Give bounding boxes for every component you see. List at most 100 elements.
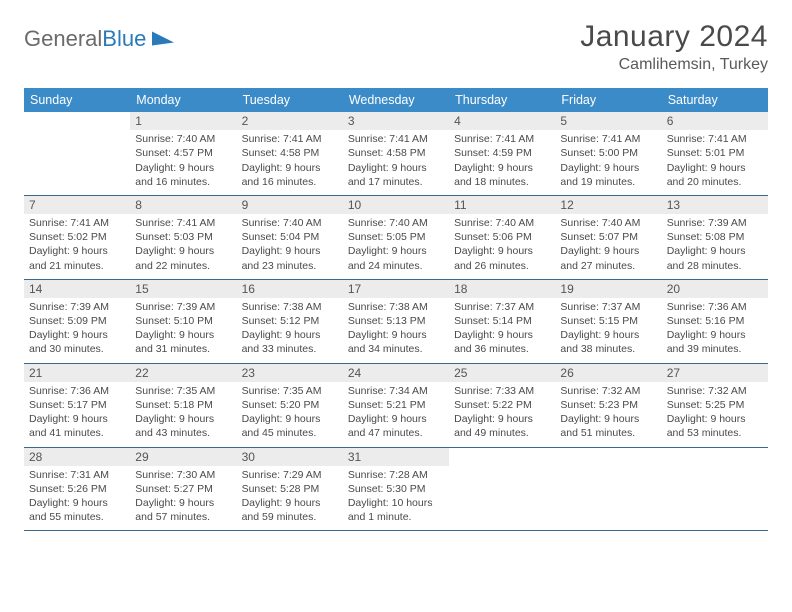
weekday-header-row: SundayMondayTuesdayWednesdayThursdayFrid…: [24, 88, 768, 112]
day-detail-line: Sunset: 4:58 PM: [348, 146, 444, 160]
day-details: Sunrise: 7:32 AMSunset: 5:23 PMDaylight:…: [560, 384, 656, 441]
day-detail-line: Daylight: 9 hours and 17 minutes.: [348, 161, 444, 189]
day-number: 20: [662, 280, 768, 298]
calendar-day: 3Sunrise: 7:41 AMSunset: 4:58 PMDaylight…: [343, 112, 449, 195]
calendar-day: 8Sunrise: 7:41 AMSunset: 5:03 PMDaylight…: [130, 196, 236, 279]
day-number: 11: [449, 196, 555, 214]
day-details: Sunrise: 7:38 AMSunset: 5:13 PMDaylight:…: [348, 300, 444, 357]
calendar-day: 16 Sunrise: 7:38 AMSunset: 5:12 PMDayligh…: [237, 280, 343, 363]
day-number: 24: [343, 364, 449, 382]
day-detail-line: Sunrise: 7:38 AM: [242, 300, 338, 314]
day-number: 26: [555, 364, 661, 382]
day-number: 13: [662, 196, 768, 214]
day-detail-line: Sunset: 5:27 PM: [135, 482, 231, 496]
day-detail-line: Daylight: 9 hours and 41 minutes.: [29, 412, 125, 440]
day-details: Sunrise: 7:38 AMSunset: 5:12 PMDaylight:…: [242, 300, 338, 357]
day-number: 18: [449, 280, 555, 298]
day-details: Sunrise: 7:36 AMSunset: 5:16 PMDaylight:…: [667, 300, 763, 357]
title-block: January 2024 Camlihemsin, Turkey: [580, 20, 768, 74]
day-detail-line: Sunset: 5:23 PM: [560, 398, 656, 412]
calendar-day: [24, 112, 130, 195]
calendar-day: 20 Sunrise: 7:36 AMSunset: 5:16 PMDayligh…: [662, 280, 768, 363]
calendar-day: 4 Sunrise: 7:41 AMSunset: 4:59 PMDaylight…: [449, 112, 555, 195]
day-details: Sunrise: 7:37 AMSunset: 5:14 PMDaylight:…: [454, 300, 550, 357]
day-detail-line: Sunrise: 7:41 AM: [454, 132, 550, 146]
day-detail-line: Daylight: 9 hours and 27 minutes.: [560, 244, 656, 272]
calendar-day: 19Sunrise: 7:37 AMSunset: 5:15 PMDayligh…: [555, 280, 661, 363]
calendar: SundayMondayTuesdayWednesdayThursdayFrid…: [24, 88, 768, 531]
day-number: 9: [237, 196, 343, 214]
day-number: 28: [24, 448, 130, 466]
day-detail-line: Daylight: 9 hours and 33 minutes.: [242, 328, 338, 356]
day-detail-line: Sunset: 5:15 PM: [560, 314, 656, 328]
day-number: 30: [237, 448, 343, 466]
day-number: 10: [343, 196, 449, 214]
day-detail-line: Daylight: 9 hours and 24 minutes.: [348, 244, 444, 272]
day-number: 7: [24, 196, 130, 214]
calendar-day: 12Sunrise: 7:40 AMSunset: 5:07 PMDayligh…: [555, 196, 661, 279]
day-detail-line: Daylight: 9 hours and 57 minutes.: [135, 496, 231, 524]
day-detail-line: Daylight: 9 hours and 16 minutes.: [135, 161, 231, 189]
day-details: Sunrise: 7:35 AMSunset: 5:20 PMDaylight:…: [242, 384, 338, 441]
day-detail-line: Sunrise: 7:37 AM: [560, 300, 656, 314]
calendar-day: 28 Sunrise: 7:31 AMSunset: 5:26 PMDayligh…: [24, 448, 130, 531]
day-detail-line: Sunrise: 7:41 AM: [135, 216, 231, 230]
day-details: Sunrise: 7:32 AMSunset: 5:25 PMDaylight:…: [667, 384, 763, 441]
calendar-day: 14Sunrise: 7:39 AMSunset: 5:09 PMDayligh…: [24, 280, 130, 363]
calendar-day: 9 Sunrise: 7:40 AMSunset: 5:04 PMDaylight…: [237, 196, 343, 279]
day-details: Sunrise: 7:30 AMSunset: 5:27 PMDaylight:…: [135, 468, 231, 525]
day-details: Sunrise: 7:28 AMSunset: 5:30 PMDaylight:…: [348, 468, 444, 525]
day-details: Sunrise: 7:35 AMSunset: 5:18 PMDaylight:…: [135, 384, 231, 441]
calendar-day: [662, 448, 768, 531]
day-number: 27: [662, 364, 768, 382]
day-detail-line: Sunset: 5:22 PM: [454, 398, 550, 412]
day-number: 6: [662, 112, 768, 130]
calendar-week: 7 Sunrise: 7:41 AMSunset: 5:02 PMDaylight…: [24, 196, 768, 280]
day-details: Sunrise: 7:41 AMSunset: 5:03 PMDaylight:…: [135, 216, 231, 273]
day-detail-line: Sunset: 5:13 PM: [348, 314, 444, 328]
day-details: Sunrise: 7:34 AMSunset: 5:21 PMDaylight:…: [348, 384, 444, 441]
day-number: 21: [24, 364, 130, 382]
logo-shape-icon: [152, 28, 174, 45]
day-detail-line: Sunrise: 7:38 AM: [348, 300, 444, 314]
calendar-day: 6Sunrise: 7:41 AMSunset: 5:01 PMDaylight…: [662, 112, 768, 195]
day-detail-line: Sunrise: 7:41 AM: [667, 132, 763, 146]
calendar-week: 1Sunrise: 7:40 AMSunset: 4:57 PMDaylight…: [24, 112, 768, 196]
day-detail-line: Sunset: 5:25 PM: [667, 398, 763, 412]
day-detail-line: Sunset: 5:20 PM: [242, 398, 338, 412]
day-number: 31: [343, 448, 449, 466]
day-details: Sunrise: 7:37 AMSunset: 5:15 PMDaylight:…: [560, 300, 656, 357]
day-detail-line: Sunrise: 7:40 AM: [348, 216, 444, 230]
day-detail-line: Daylight: 9 hours and 31 minutes.: [135, 328, 231, 356]
weekday-header: Thursday: [449, 88, 555, 112]
day-details: Sunrise: 7:31 AMSunset: 5:26 PMDaylight:…: [29, 468, 125, 525]
day-details: Sunrise: 7:40 AMSunset: 5:04 PMDaylight:…: [242, 216, 338, 273]
day-details: Sunrise: 7:41 AMSunset: 4:59 PMDaylight:…: [454, 132, 550, 189]
day-detail-line: Daylight: 9 hours and 49 minutes.: [454, 412, 550, 440]
day-detail-line: Sunrise: 7:36 AM: [667, 300, 763, 314]
calendar-day: 13Sunrise: 7:39 AMSunset: 5:08 PMDayligh…: [662, 196, 768, 279]
day-details: Sunrise: 7:40 AMSunset: 5:07 PMDaylight:…: [560, 216, 656, 273]
calendar-week: 28 Sunrise: 7:31 AMSunset: 5:26 PMDayligh…: [24, 448, 768, 532]
day-details: Sunrise: 7:29 AMSunset: 5:28 PMDaylight:…: [242, 468, 338, 525]
day-number: 16: [237, 280, 343, 298]
day-details: Sunrise: 7:41 AMSunset: 4:58 PMDaylight:…: [348, 132, 444, 189]
weekday-header: Sunday: [24, 88, 130, 112]
page-subtitle: Camlihemsin, Turkey: [580, 56, 768, 74]
day-detail-line: Sunset: 5:30 PM: [348, 482, 444, 496]
day-detail-line: Daylight: 9 hours and 38 minutes.: [560, 328, 656, 356]
day-number: 22: [130, 364, 236, 382]
day-detail-line: Sunset: 5:18 PM: [135, 398, 231, 412]
day-detail-line: Sunset: 4:58 PM: [242, 146, 338, 160]
calendar-week: 21 Sunrise: 7:36 AMSunset: 5:17 PMDayligh…: [24, 364, 768, 448]
weekday-header: Tuesday: [237, 88, 343, 112]
calendar-day: 23Sunrise: 7:35 AMSunset: 5:20 PMDayligh…: [237, 364, 343, 447]
day-detail-line: Sunset: 5:05 PM: [348, 230, 444, 244]
day-details: Sunrise: 7:36 AMSunset: 5:17 PMDaylight:…: [29, 384, 125, 441]
day-detail-line: Sunset: 4:57 PM: [135, 146, 231, 160]
day-detail-line: Sunset: 5:16 PM: [667, 314, 763, 328]
day-detail-line: Sunset: 5:07 PM: [560, 230, 656, 244]
day-number: 4: [449, 112, 555, 130]
day-detail-line: Daylight: 9 hours and 55 minutes.: [29, 496, 125, 524]
day-details: Sunrise: 7:41 AMSunset: 5:02 PMDaylight:…: [29, 216, 125, 273]
